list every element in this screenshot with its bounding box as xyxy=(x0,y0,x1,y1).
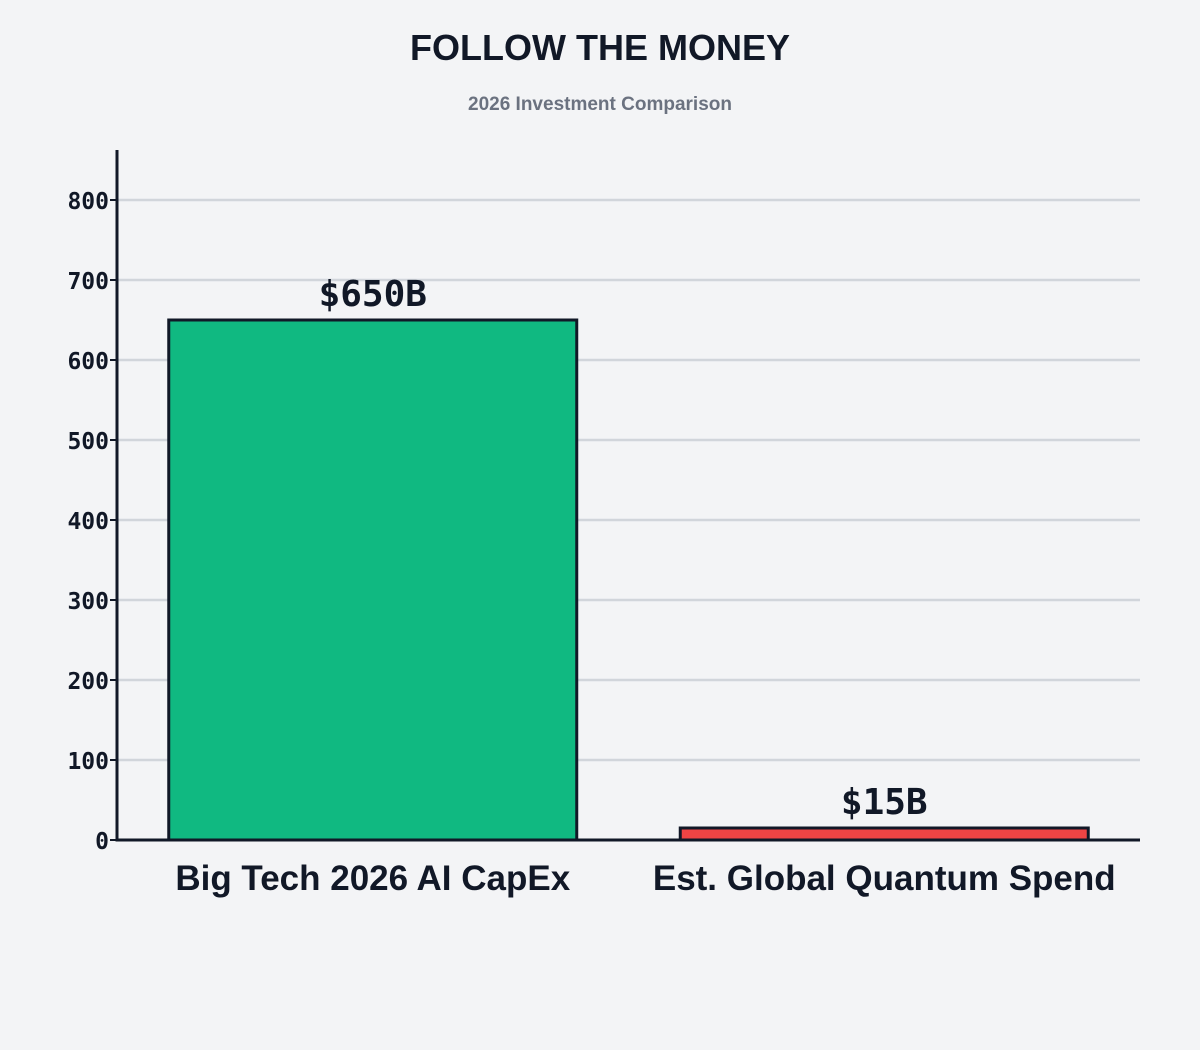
y-tick-label-0: 0 xyxy=(95,829,109,855)
y-tick-label-100: 100 xyxy=(67,749,109,775)
data-label-quantum-spend: $15B xyxy=(841,782,928,823)
y-tick-label-800: 800 xyxy=(67,189,109,215)
y-tick-label-300: 300 xyxy=(67,589,109,615)
bar-quantum-spend xyxy=(678,826,1090,842)
labels: 0 100 200 300 400 500 600 700 800 $650B Big Tech 2… xyxy=(67,189,1115,898)
data-label-ai-capex: $650B xyxy=(319,274,427,315)
chart-title: FOLLOW THE MONEY xyxy=(410,27,790,68)
x-category-label-ai-capex: Big Tech 2026 AI CapEx xyxy=(175,859,570,898)
bar-ai-capex xyxy=(167,318,579,842)
y-tick-label-700: 700 xyxy=(67,269,109,295)
axes xyxy=(110,150,1140,842)
y-tick-label-200: 200 xyxy=(67,669,109,695)
y-tick-label-600: 600 xyxy=(67,349,109,375)
x-category-label-quantum-spend: Est. Global Quantum Spend xyxy=(653,859,1116,898)
y-tick-label-400: 400 xyxy=(67,509,109,535)
chart-subtitle: 2026 Investment Comparison xyxy=(468,94,732,115)
bars xyxy=(167,318,1090,842)
y-tick-label-500: 500 xyxy=(67,429,109,455)
